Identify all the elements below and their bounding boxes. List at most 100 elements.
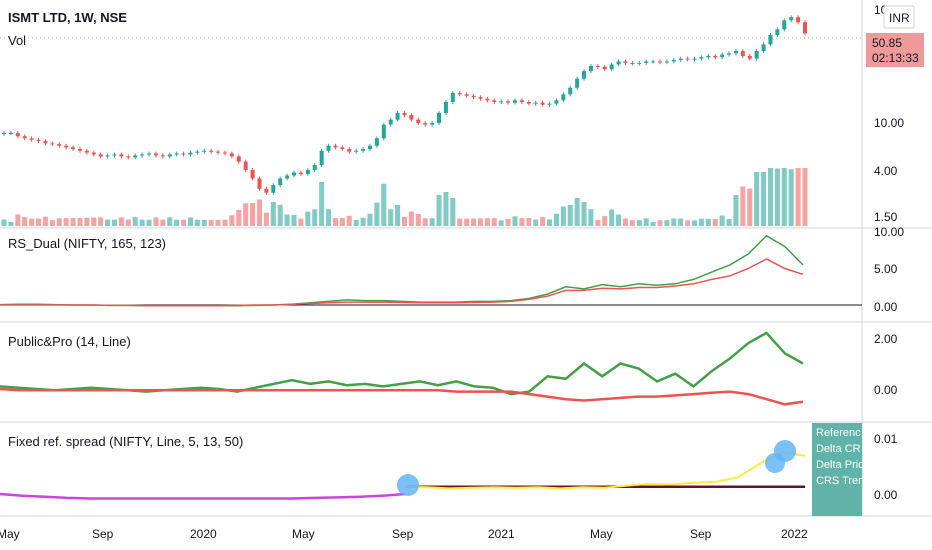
- candle-body: [216, 151, 221, 153]
- volume-bar: [581, 202, 587, 226]
- candle-body: [582, 71, 587, 79]
- candle-body: [630, 62, 635, 64]
- candle-body: [319, 150, 324, 166]
- candle-body: [57, 144, 62, 146]
- volume-bar: [132, 217, 138, 226]
- highlight-marker: [397, 474, 419, 496]
- volume-bar: [609, 209, 615, 226]
- candle-body: [285, 175, 290, 179]
- candle-body: [22, 136, 27, 139]
- candle-body: [160, 155, 165, 157]
- candle-body: [416, 119, 421, 124]
- volume-bar: [698, 218, 704, 226]
- time-axis[interactable]: May Sep 2020 May Sep 2021 May Sep 2022: [0, 527, 808, 541]
- currency-label: INR: [889, 11, 910, 25]
- volume-bar: [277, 204, 283, 226]
- currency-badge[interactable]: [883, 5, 915, 29]
- candle-body: [36, 139, 41, 142]
- candle-body: [533, 102, 538, 104]
- volume-bar: [664, 220, 670, 226]
- volume-bar: [312, 209, 318, 226]
- candle-body: [409, 115, 414, 120]
- candle-body: [147, 153, 152, 155]
- candle-body: [651, 61, 656, 63]
- volume-bar: [353, 219, 359, 226]
- candle-body: [112, 154, 117, 156]
- spread-tick: 0.00: [874, 488, 898, 502]
- candle-body: [775, 29, 780, 35]
- candle-body: [740, 50, 745, 56]
- volume-bar: [471, 218, 477, 226]
- candle-body: [2, 133, 6, 135]
- spread-legend: Referenc Delta CR Delta Pric CRS Trend: [816, 427, 870, 487]
- rs-axis[interactable]: 10.00 5.00 0.00: [874, 225, 904, 314]
- candle-body: [153, 153, 158, 156]
- volume-bar: [91, 217, 97, 226]
- candle-body: [526, 101, 531, 104]
- candle-body: [181, 153, 186, 155]
- candle-body: [98, 154, 103, 157]
- volume-bar: [422, 218, 428, 226]
- candle-body: [367, 145, 372, 150]
- candle-body: [637, 62, 642, 64]
- volume-bar: [84, 217, 90, 226]
- volume-bar: [298, 218, 304, 226]
- candle-body: [671, 59, 676, 62]
- candle-body: [264, 188, 269, 193]
- volume-bar: [547, 219, 553, 226]
- time-tick: Sep: [392, 527, 414, 541]
- public-pro-axis[interactable]: 2.00 0.00: [874, 332, 898, 397]
- candle-body: [768, 34, 773, 45]
- volume-bar: [616, 214, 622, 226]
- volume-bar: [574, 198, 580, 226]
- volume-bar: [332, 218, 338, 226]
- candle-body: [50, 143, 55, 145]
- candle-body: [727, 53, 732, 55]
- candle-body: [478, 97, 483, 99]
- time-tick: 2021: [488, 527, 515, 541]
- volume-bar: [105, 219, 111, 226]
- candle-body: [292, 172, 297, 176]
- candle-body: [43, 141, 48, 144]
- volume-bar: [125, 219, 131, 226]
- spread-axis[interactable]: 0.01 0.00: [874, 432, 898, 502]
- candle-body: [457, 92, 462, 95]
- volume-bar: [560, 206, 566, 226]
- candle-body: [685, 58, 690, 60]
- candle-body: [540, 102, 545, 105]
- candle-body: [15, 133, 20, 137]
- candle-body: [119, 154, 124, 157]
- candle-body: [71, 147, 76, 150]
- candle-body: [326, 145, 331, 151]
- candle-body: [588, 66, 593, 72]
- volume-bar: [367, 213, 373, 226]
- bar-countdown: 02:13:33: [872, 51, 919, 65]
- price-candles: [2, 15, 807, 195]
- candle-body: [616, 61, 621, 65]
- candle-body: [602, 66, 607, 70]
- candle-body: [554, 100, 559, 104]
- volume-bar: [181, 219, 187, 226]
- volume-bar: [491, 218, 497, 226]
- volume-bar: [540, 217, 546, 226]
- candle-body: [381, 124, 386, 139]
- candle-body: [789, 17, 794, 21]
- symbol-title: ISMT LTD, 1W, NSE: [8, 10, 127, 25]
- candle-body: [644, 61, 649, 63]
- volume-bar: [22, 217, 28, 226]
- price-tick: 1.50: [874, 210, 898, 224]
- volume-bar: [8, 222, 14, 226]
- volume-bar: [42, 216, 48, 226]
- volume-bar: [250, 203, 256, 226]
- volume-bar: [519, 218, 525, 226]
- volume-bar: [588, 209, 594, 226]
- volume-bar: [726, 218, 732, 226]
- candle-body: [782, 20, 787, 30]
- candle-body: [657, 61, 662, 63]
- candle-body: [126, 156, 131, 158]
- candle-body: [250, 169, 255, 179]
- candle-body: [568, 87, 573, 95]
- volume-bar: [457, 218, 463, 226]
- volume-bar: [767, 168, 773, 226]
- volume-bar: [36, 218, 42, 226]
